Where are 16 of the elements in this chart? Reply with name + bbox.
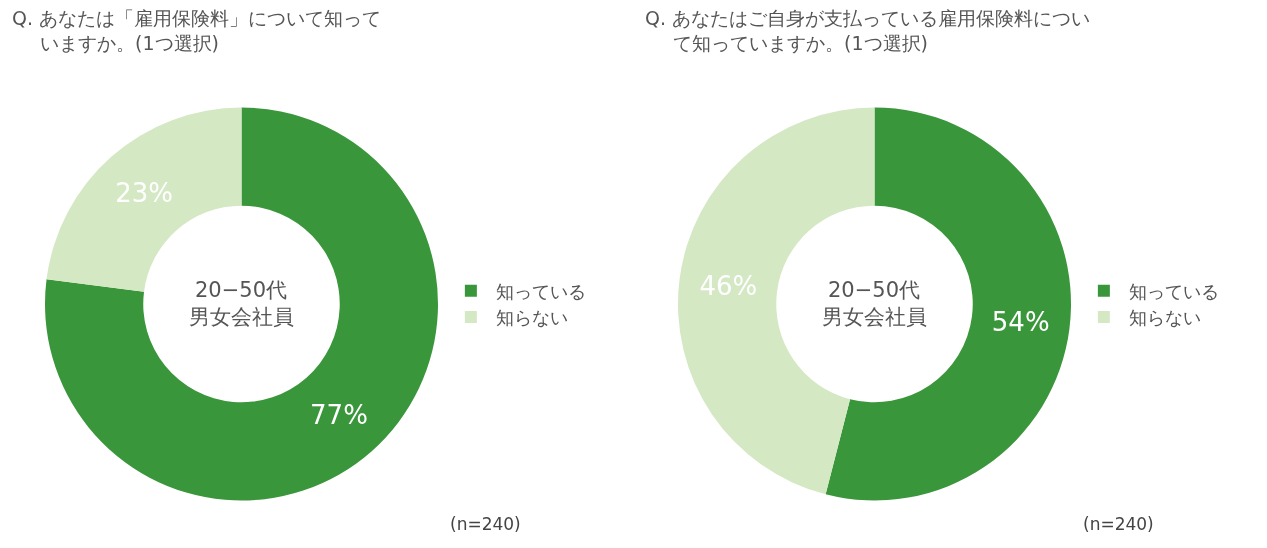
legend-label: 知らない	[1128, 307, 1201, 329]
text: 20−50代男女会社員	[187, 276, 295, 331]
data-label: 54%	[991, 307, 1050, 338]
data-label: 23%	[115, 178, 173, 209]
chart-title: Q. あなたはご自身が支払っている雇用保険料について知っていますか。(1つ選択)	[645, 6, 1091, 56]
chart-title: Q. あなたは「雇用保険料」について知っていますか。(1つ選択)	[12, 6, 382, 56]
data-label: 46%	[699, 270, 758, 301]
legend-label: 知っている	[1128, 280, 1219, 302]
donut-slice	[825, 107, 1071, 501]
data-label: 77%	[310, 399, 368, 430]
donut-slice	[45, 107, 438, 501]
legend-label: 知らない	[495, 307, 568, 329]
text: (n=240)	[1083, 514, 1154, 534]
text: 20−50代男女会社員	[820, 276, 928, 331]
legend-label: 知っている	[495, 280, 586, 302]
text: (n=240)	[450, 514, 521, 534]
